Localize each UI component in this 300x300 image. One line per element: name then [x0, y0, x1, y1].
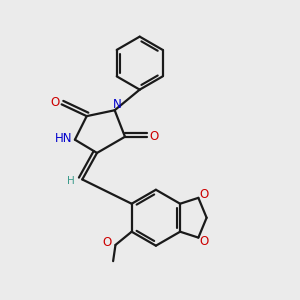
- Text: HN: HN: [55, 132, 73, 145]
- Text: O: O: [102, 236, 111, 249]
- Text: N: N: [113, 98, 122, 111]
- Text: O: O: [199, 188, 208, 201]
- Text: O: O: [51, 96, 60, 110]
- Text: O: O: [199, 235, 208, 248]
- Text: O: O: [149, 130, 158, 143]
- Text: H: H: [67, 176, 75, 186]
